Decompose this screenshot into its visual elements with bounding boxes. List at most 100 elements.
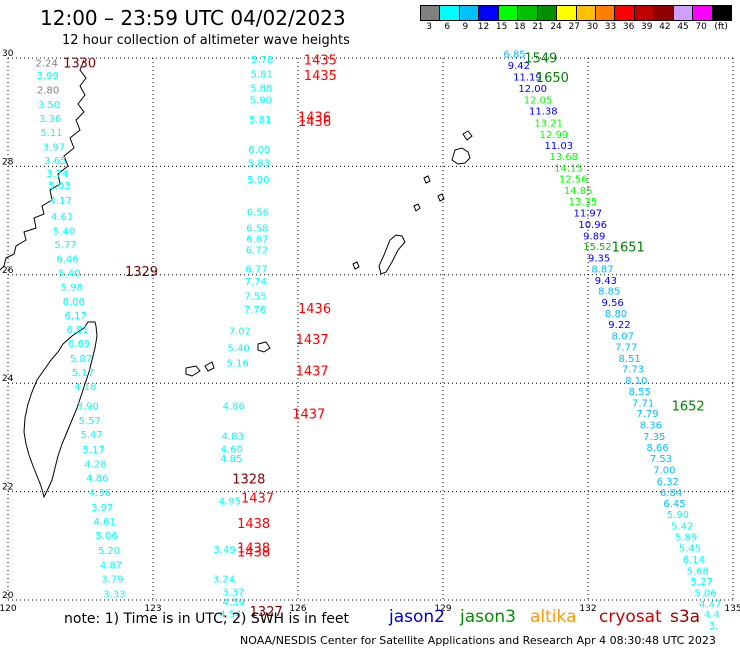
wave-height-value: 5.87 bbox=[70, 354, 92, 365]
island-outline bbox=[462, 130, 473, 141]
wave-height-value: 4.61 bbox=[51, 212, 73, 223]
wave-height-value: 6.45 bbox=[663, 499, 685, 510]
wave-height-value: 6.46 bbox=[56, 255, 78, 266]
wave-height-value: 7.76 bbox=[244, 305, 266, 316]
lat-tick-label: 28 bbox=[2, 157, 14, 167]
wave-height-value: 12.05 bbox=[524, 95, 553, 106]
wave-height-value: 6.67 bbox=[246, 235, 268, 246]
color-scale-labels: 3 6 9 12 15 18 21 24 27 30 33 36 39 42 45 70 (ft) bbox=[420, 22, 732, 32]
coastlines bbox=[0, 59, 98, 499]
pass-time-label: 1652 bbox=[672, 400, 705, 415]
wave-height-value: 3.37 bbox=[222, 587, 244, 598]
lat-tick-label: 26 bbox=[2, 266, 14, 276]
color-scale-label: 30 bbox=[586, 22, 599, 32]
wave-height-value: 7.79 bbox=[636, 409, 658, 420]
wave-height-value: 6.32 bbox=[657, 477, 679, 488]
wave-height-value: 5.06 bbox=[694, 588, 716, 599]
wave-height-value: 6.69 bbox=[68, 339, 90, 350]
wave-height-value: 8.55 bbox=[629, 387, 651, 398]
wave-height-value: 3.24 bbox=[213, 574, 235, 585]
color-swatch bbox=[595, 6, 616, 20]
pass-time-label: 1437 bbox=[296, 364, 329, 379]
wave-height-value: 4.17 bbox=[50, 196, 72, 207]
wave-height-value: 10.96 bbox=[578, 220, 607, 231]
map-title: 12:00 – 23:59 UTC 04/02/2023 bbox=[40, 6, 346, 30]
wave-height-value: 5.03 bbox=[48, 181, 70, 192]
wave-height-value: 5.88 bbox=[250, 83, 272, 94]
wave-height-value: 3.49 bbox=[213, 545, 235, 556]
wave-height-value: 3.97 bbox=[91, 503, 113, 514]
wave-height-value: 11.03 bbox=[545, 141, 574, 152]
color-scale-label: 33 bbox=[604, 22, 617, 32]
pass-time-label: 1651 bbox=[612, 241, 645, 256]
color-scale-label: 24 bbox=[550, 22, 562, 32]
wave-height-value: 5.40 bbox=[227, 344, 249, 355]
wave-height-value: 6.17 bbox=[65, 311, 87, 322]
wave-height-value: 6.85 bbox=[503, 50, 525, 61]
wave-height-value: 5.17 bbox=[82, 445, 104, 456]
island-outline bbox=[204, 361, 215, 372]
color-swatch bbox=[654, 6, 674, 20]
color-swatch bbox=[537, 6, 558, 20]
wave-height-value: 13.68 bbox=[549, 152, 578, 163]
color-scale-label: 18 bbox=[514, 22, 526, 32]
wave-height-value: 9.56 bbox=[602, 298, 624, 309]
wave-height-value: 7.73 bbox=[622, 365, 644, 376]
color-swatch bbox=[693, 6, 713, 20]
pass-time-label: 1435 bbox=[304, 54, 337, 69]
color-scale-label: 12 bbox=[477, 22, 490, 32]
wave-height-value: 6.77 bbox=[245, 264, 267, 275]
wave-height-value: 4.87 bbox=[100, 560, 122, 571]
wave-height-value: 3.74 bbox=[46, 169, 68, 180]
wave-height-value: 8.87 bbox=[591, 264, 613, 275]
small-islands bbox=[185, 130, 473, 377]
wave-height-value: 3.33 bbox=[103, 590, 125, 601]
color-scale-label: 9 bbox=[462, 22, 469, 32]
pass-time-label: 1549 bbox=[524, 52, 557, 67]
wave-height-value: 13.35 bbox=[569, 197, 598, 208]
wave-height-value: 2.80 bbox=[37, 86, 59, 97]
wave-height-value: 9.22 bbox=[608, 320, 630, 331]
wave-height-value: 5.68 bbox=[687, 566, 709, 577]
wave-height-value: 5.81 bbox=[251, 69, 273, 80]
wave-height-observations: 2.24 3.99 2.80 3.50 3.36 5.11 3.97 3.65 3.745.03… bbox=[36, 50, 722, 632]
wave-height-value: 3.50 bbox=[38, 100, 60, 111]
wave-height-value: 6.72 bbox=[246, 245, 268, 256]
wave-height-value: 5.83 bbox=[248, 159, 270, 170]
wave-height-color-scale: 3 6 9 12 15 18 21 24 27 30 33 36 39 42 45 70 (ft) bbox=[420, 5, 732, 32]
wave-height-value: 8.36 bbox=[640, 420, 662, 431]
wave-height-value: 9.89 bbox=[583, 231, 605, 242]
taiwan-coastline bbox=[23, 321, 98, 499]
wave-height-value: 4.54 bbox=[219, 610, 241, 621]
color-scale-label: 70 bbox=[695, 22, 707, 32]
wave-height-value: 5.98 bbox=[61, 282, 83, 293]
wave-height-value: 3.90 bbox=[77, 402, 99, 413]
wave-height-value: 5.06 bbox=[95, 531, 117, 542]
credit-line: NOAA/NESDIS Center for Satellite Applica… bbox=[240, 634, 716, 647]
wave-height-value: 3.36 bbox=[39, 114, 61, 125]
mission-legend-cryosat: cryosat bbox=[599, 607, 662, 627]
wave-height-value: 14.85 bbox=[564, 186, 593, 197]
lon-tick-label: 123 bbox=[144, 604, 161, 614]
wave-height-value: 5.89 bbox=[675, 533, 697, 544]
color-scale-label: 42 bbox=[659, 22, 671, 32]
wave-height-value: 5.42 bbox=[671, 521, 693, 532]
wave-height-value: 4.28 bbox=[84, 460, 106, 471]
color-scale-label: 21 bbox=[532, 22, 544, 32]
pass-time-label: 1437 bbox=[296, 333, 329, 348]
pass-time-label: 1438 bbox=[237, 545, 270, 560]
pass-time-label: 1329 bbox=[125, 265, 158, 280]
color-scale-label: 3 bbox=[426, 22, 432, 32]
wave-height-value: 3. bbox=[709, 621, 719, 632]
wave-height-value: 4.4 bbox=[704, 610, 720, 621]
wave-height-value: 7.77 bbox=[615, 342, 637, 353]
color-scale-label: 36 bbox=[622, 22, 635, 32]
wave-height-value: 5.40 bbox=[53, 226, 75, 237]
pass-time-label: 1437 bbox=[241, 492, 274, 507]
color-swatch bbox=[634, 6, 655, 20]
wave-height-value: 7.53 bbox=[650, 454, 672, 465]
wave-height-value: 3.79 bbox=[101, 574, 123, 585]
wave-height-value: 15.52 bbox=[583, 242, 612, 253]
wave-height-value: 11.38 bbox=[529, 107, 558, 118]
